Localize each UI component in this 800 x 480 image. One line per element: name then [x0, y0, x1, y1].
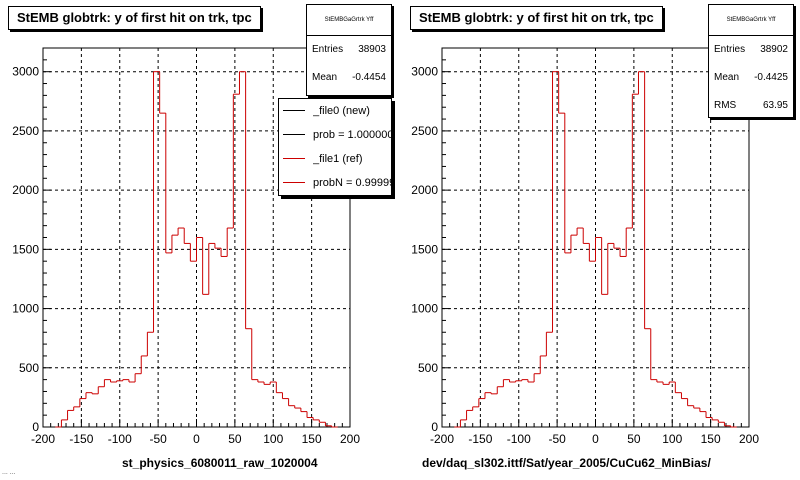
left-histogram-plot: -200 -150 -100 -50 0 50 100 150 2000500100015002… [12, 47, 360, 446]
y-tick-label: 2500 [411, 124, 438, 138]
y-tick-label: 2500 [12, 124, 39, 138]
stats-entries-row: Entries 38903 [307, 36, 391, 64]
x-axis-title: dev/daq_sl302.ittf/Sat/year_2005/CuCu62_… [422, 456, 711, 470]
stats-mean-row: Mean -0.4454 [307, 64, 391, 92]
legend-label: prob = 1.000000 [313, 129, 391, 141]
legend-swatch [283, 182, 305, 183]
histogram-title: StEMB globtrk: y of first hit on trk, tp… [410, 6, 663, 30]
x-tick-label: 50 [627, 432, 641, 446]
stats-mean-value: -0.4454 [352, 72, 386, 83]
x-tick-label: 0 [592, 432, 599, 446]
x-tick-label: 50 [228, 432, 242, 446]
legend-box: _file0 (new) prob = 1.000000 _file1 (ref… [278, 98, 392, 196]
legend-label: _file0 (new) [313, 105, 370, 117]
stats-entries-label: Entries [312, 44, 344, 55]
histogram-title: StEMB globtrk: y of first hit on trk, tp… [8, 6, 261, 30]
legend-swatch [283, 158, 305, 159]
stats-entries-row: Entries 38902 [709, 36, 793, 64]
x-tick-label: -200 [430, 432, 454, 446]
y-tick-label: 500 [19, 361, 39, 375]
y-tick-label: 1500 [411, 242, 438, 256]
legend-entry-file0: _file0 (new) [279, 99, 391, 123]
stats-rms-row: RMS 63.95 [709, 92, 793, 120]
x-tick-label: -100 [108, 432, 132, 446]
stats-box: StEMBGaGrtrk Yff Entries 38902 Mean -0.4… [708, 4, 794, 118]
stats-mean-row: Mean -0.4425 [709, 64, 793, 92]
x-tick-label: 100 [662, 432, 682, 446]
stats-name: StEMBGaGrtrk Yff [709, 5, 793, 36]
legend-entry-prob: prob = 1.000000 [279, 123, 391, 147]
stats-rms-value: 63.95 [762, 100, 788, 111]
right-histogram-panel: -200 -150 -100 -50 0 50 100 150 200 0 500 1000 1500 2… [400, 0, 800, 480]
legend-entry-probn: probN = 0.99999 [279, 171, 391, 195]
legend-swatch [283, 110, 305, 111]
x-tick-label: 0 [193, 432, 200, 446]
x-tick-label: 200 [739, 432, 759, 446]
y-tick-label: 2000 [411, 183, 438, 197]
stats-entries-value: 38903 [358, 44, 386, 55]
x-axis-title: st_physics_6080011_raw_1020004 [122, 456, 318, 470]
y-tick-label: 3000 [411, 65, 438, 79]
x-tick-label: 100 [263, 432, 283, 446]
y-tick-label: 3000 [12, 65, 39, 79]
stats-entries-value: 38902 [760, 44, 788, 55]
y-tick-label: 0 [32, 420, 39, 434]
x-tick-label: -100 [507, 432, 531, 446]
y-tick-label: 2000 [12, 183, 39, 197]
x-tick-label: 150 [302, 432, 322, 446]
stats-mean-value: -0.4425 [754, 72, 788, 83]
y-tick-label: 1500 [12, 242, 39, 256]
y-tick-label: 1000 [12, 302, 39, 316]
legend-label: probN = 0.99999 [313, 177, 391, 189]
stats-name: StEMBGaGrtrk Yff [307, 5, 391, 36]
x-tick-label: -50 [548, 432, 566, 446]
stats-mean-label: Mean [714, 72, 740, 83]
stats-rms-label: RMS [714, 100, 737, 111]
legend-swatch [283, 134, 305, 135]
right-histogram-plot: -200 -150 -100 -50 0 50 100 150 2000500100015002… [411, 47, 759, 446]
corner-text: ... ... [2, 469, 16, 476]
stats-box: StEMBGaGrtrk Yff Entries 38903 Mean -0.4… [306, 4, 392, 96]
x-tick-label: -200 [31, 432, 55, 446]
stats-entries-label: Entries [714, 44, 746, 55]
x-tick-label: 150 [701, 432, 721, 446]
x-tick-label: -150 [69, 432, 93, 446]
legend-entry-file1: _file1 (ref) [279, 147, 391, 171]
left-histogram-panel: -200 -150 -100 -50 0 50 100 150 200 0 500 1000 1500 2… [2, 4, 392, 476]
legend-label: _file1 (ref) [313, 153, 363, 165]
stats-mean-label: Mean [312, 72, 338, 83]
y-tick-label: 1000 [411, 302, 438, 316]
y-tick-label: 0 [431, 420, 438, 434]
x-tick-label: 200 [340, 432, 360, 446]
y-tick-label: 500 [418, 361, 438, 375]
x-tick-label: -150 [468, 432, 492, 446]
x-tick-label: -50 [149, 432, 167, 446]
